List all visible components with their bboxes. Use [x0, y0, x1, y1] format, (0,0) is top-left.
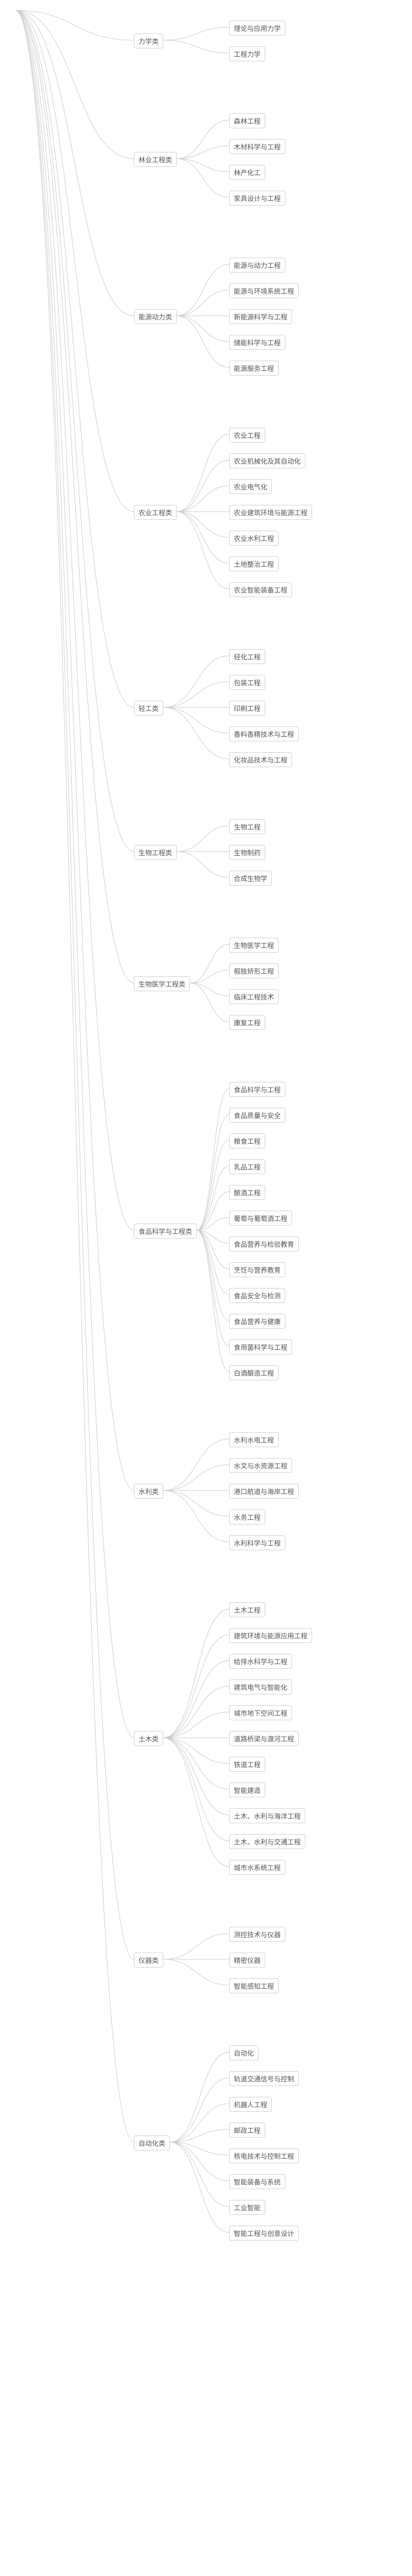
leaf-node: 轻化工程	[229, 649, 265, 664]
leaf-node: 工业智能	[229, 2200, 265, 2215]
category-node: 自动化类	[134, 2136, 170, 2150]
leaf-node: 食品科学与工程	[229, 1082, 285, 1097]
category-node: 土木类	[134, 1731, 163, 1746]
leaf-node: 生物工程	[229, 819, 265, 834]
leaf-node: 建筑环境与能源应用工程	[229, 1628, 312, 1643]
leaf-node: 酿酒工程	[229, 1185, 265, 1200]
category-node: 轻工类	[134, 701, 163, 716]
leaf-node: 城市地下空间工程	[229, 1705, 292, 1720]
leaf-node: 土木、水利与海洋工程	[229, 1808, 305, 1823]
leaf-node: 能源与动力工程	[229, 258, 285, 273]
leaf-node: 工程力学	[229, 46, 265, 61]
leaf-node: 城市水系统工程	[229, 1860, 285, 1875]
leaf-node: 机器人工程	[229, 2097, 272, 2112]
leaf-node: 葡萄与葡萄酒工程	[229, 1211, 292, 1226]
leaf-node: 木材科学与工程	[229, 139, 285, 154]
leaf-node: 森林工程	[229, 113, 265, 128]
leaf-node: 粮食工程	[229, 1133, 265, 1148]
leaf-node: 精密仪器	[229, 1953, 265, 1968]
category-node: 食品科学与工程类	[134, 1224, 197, 1239]
leaf-node: 测控技术与仪器	[229, 1927, 285, 1942]
leaf-node: 港口航道与海岸工程	[229, 1484, 299, 1499]
leaf-node: 水务工程	[229, 1510, 265, 1524]
leaf-node: 储能科学与工程	[229, 335, 285, 350]
leaf-node: 康复工程	[229, 1015, 265, 1030]
leaf-node: 农业工程	[229, 428, 265, 443]
leaf-node: 土木工程	[229, 1602, 265, 1617]
leaf-node: 建筑电气与智能化	[229, 1680, 292, 1694]
leaf-node: 食品质量与安全	[229, 1108, 285, 1123]
leaf-node: 农业建筑环境与能源工程	[229, 505, 312, 520]
leaf-node: 农业电气化	[229, 479, 272, 494]
leaf-node: 香料香精技术与工程	[229, 726, 299, 741]
leaf-node: 核电技术与控制工程	[229, 2148, 299, 2163]
category-node: 生物工程类	[134, 845, 177, 860]
leaf-node: 土地整治工程	[229, 556, 279, 571]
leaf-node: 道路桥梁与渡河工程	[229, 1731, 299, 1746]
leaf-node: 临床工程技术	[229, 989, 279, 1004]
leaf-node: 农业机械化及其自动化	[229, 453, 305, 468]
leaf-node: 食品营养与健康	[229, 1314, 285, 1329]
category-node: 生物医学工程类	[134, 976, 190, 991]
leaf-node: 智能建造	[229, 1783, 265, 1798]
leaf-node: 自动化	[229, 2045, 259, 2060]
leaf-node: 食品安全与检测	[229, 1288, 285, 1303]
leaf-node: 水利水电工程	[229, 1432, 279, 1447]
leaf-node: 化妆品技术与工程	[229, 752, 292, 767]
category-node: 力学类	[134, 33, 163, 48]
leaf-node: 智能感知工程	[229, 1978, 279, 1993]
leaf-node: 水利科学与工程	[229, 1535, 285, 1550]
tree-diagram: 理论与应用力学工程力学 力学类森林工程木材科学与工程林产化工家具设计与工程 林业工程…	[0, 0, 412, 2576]
leaf-node: 乳品工程	[229, 1159, 265, 1174]
leaf-node: 智能装备与系统	[229, 2174, 285, 2189]
leaf-node: 土木、水利与交通工程	[229, 1834, 305, 1849]
leaf-node: 农业智能装备工程	[229, 582, 292, 597]
leaf-node: 轨道交通信号与控制	[229, 2071, 299, 2086]
category-node: 能源动力类	[134, 309, 177, 324]
category-node: 仪器类	[134, 1953, 163, 1968]
leaf-node: 给排水科学与工程	[229, 1654, 292, 1669]
leaf-node: 新能源科学与工程	[229, 309, 292, 324]
leaf-node: 印刷工程	[229, 701, 265, 716]
leaf-node: 家具设计与工程	[229, 191, 285, 206]
leaf-node: 食用菌科学与工程	[229, 1340, 292, 1354]
leaf-node: 生物制药	[229, 845, 265, 860]
category-node: 水利类	[134, 1484, 163, 1499]
leaf-node: 能源与环境系统工程	[229, 283, 299, 298]
leaf-node: 烹饪与营养教育	[229, 1262, 285, 1277]
leaf-node: 农业水利工程	[229, 531, 279, 546]
leaf-node: 生物医学工程	[229, 938, 279, 953]
leaf-node: 能源服务工程	[229, 361, 279, 376]
leaf-node: 铁道工程	[229, 1757, 265, 1772]
leaf-node: 林产化工	[229, 165, 265, 180]
leaf-node: 理论与应用力学	[229, 21, 285, 36]
leaf-node: 包装工程	[229, 675, 265, 690]
leaf-node: 合成生物学	[229, 871, 272, 886]
leaf-node: 假肢矫形工程	[229, 963, 279, 978]
leaf-node: 白酒酿造工程	[229, 1365, 279, 1380]
leaf-node: 水文与水资源工程	[229, 1458, 292, 1473]
leaf-node: 智能工程与创意设计	[229, 2226, 299, 2241]
leaf-node: 食品营养与检验教育	[229, 1236, 299, 1251]
category-node: 林业工程类	[134, 152, 177, 167]
leaf-node: 邮政工程	[229, 2123, 265, 2138]
category-node: 农业工程类	[134, 505, 177, 520]
